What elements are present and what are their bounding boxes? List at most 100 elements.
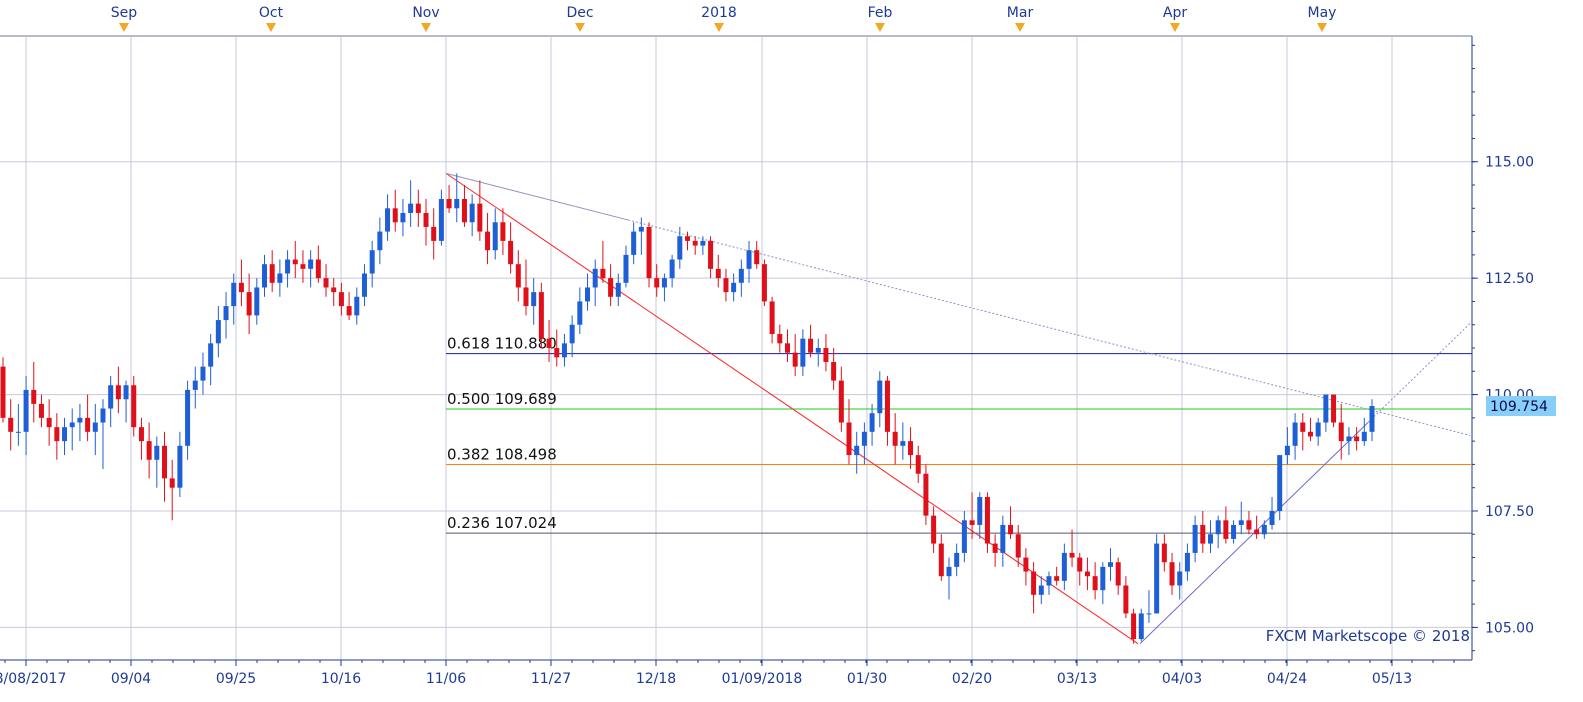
candle-body: [1300, 422, 1306, 432]
candle: [938, 534, 944, 581]
candle: [177, 431, 183, 498]
candle-body: [738, 268, 744, 283]
candle: [731, 273, 737, 302]
candle: [1054, 566, 1060, 586]
x-axis: 08/08/2017 09/04 09/25 10/16 11/06 11/27 12/18…: [0, 660, 1455, 687]
candle-body: [1000, 524, 1006, 553]
candle: [38, 394, 44, 428]
candle-body: [408, 203, 414, 213]
month-marker: [575, 23, 585, 32]
candle-body: [1177, 571, 1183, 586]
candle-body: [1008, 524, 1014, 535]
candle: [669, 254, 675, 288]
y-tick-label: 115.00: [1485, 155, 1534, 171]
candle-body: [100, 408, 106, 423]
candle-body: [615, 282, 621, 297]
candle: [515, 250, 521, 302]
candle-body: [1284, 445, 1290, 456]
candle: [1231, 520, 1237, 544]
fib-level-label: 0.500 109.689: [447, 390, 557, 408]
candle: [508, 222, 514, 274]
candle-body: [577, 301, 583, 325]
candle: [131, 375, 137, 437]
candle-body: [269, 264, 275, 283]
candle-body: [723, 278, 729, 293]
candle: [1046, 571, 1052, 595]
candle: [138, 417, 144, 460]
candle-body: [523, 287, 529, 307]
candle: [115, 366, 121, 414]
fib-swing-line: [445, 172, 1139, 645]
candle-body: [238, 282, 244, 293]
candle-body: [369, 250, 375, 274]
candle: [1123, 576, 1129, 619]
candle: [354, 287, 360, 325]
candle-body: [669, 259, 675, 279]
candle-body: [469, 203, 475, 223]
candle: [715, 254, 721, 288]
candle: [1354, 427, 1360, 451]
candle-body: [769, 301, 775, 335]
candle-body: [292, 259, 298, 265]
candle-body: [692, 240, 698, 246]
month-label: Nov: [412, 5, 439, 21]
candle: [246, 273, 252, 335]
candle: [784, 329, 790, 362]
candle: [492, 208, 498, 260]
candle: [1069, 529, 1075, 567]
candle-body: [1131, 613, 1137, 640]
candle-body: [1254, 529, 1260, 535]
x-tick-label: 09/25: [216, 671, 256, 687]
candle: [323, 264, 329, 297]
candle: [646, 222, 652, 288]
candle: [308, 250, 314, 288]
candle: [1261, 520, 1267, 539]
candle-body: [746, 250, 752, 269]
candle-body: [1184, 552, 1190, 572]
candle: [1077, 552, 1083, 586]
x-tick-label: 01/30: [847, 671, 887, 687]
x-tick-label: 09/04: [111, 671, 151, 687]
candle: [561, 334, 567, 367]
candle: [277, 259, 283, 297]
candle: [1338, 403, 1344, 460]
candle-body: [8, 417, 14, 432]
candle: [838, 366, 844, 432]
candle-body: [1307, 431, 1313, 437]
candle: [761, 259, 767, 307]
candle: [269, 250, 275, 293]
candle: [700, 236, 706, 255]
candle-body: [500, 222, 506, 241]
candle: [661, 273, 667, 302]
candle-body: [677, 236, 683, 260]
candle-body: [54, 427, 60, 442]
month-marker: [1170, 23, 1180, 32]
x-tick-label: 05/13: [1372, 671, 1412, 687]
candle: [869, 403, 875, 446]
candle-body: [438, 198, 444, 241]
x-tick-label: 03/13: [1057, 671, 1097, 687]
month-axis: Sep Oct Nov Dec 2018 Feb Mar Apr May: [111, 5, 1336, 32]
candle-body: [1354, 436, 1360, 442]
candle: [1300, 413, 1306, 451]
candle-body: [131, 385, 137, 428]
candle-body: [315, 259, 321, 279]
candle-body: [1054, 576, 1060, 581]
candle: [100, 399, 106, 470]
candle-body: [415, 203, 421, 213]
candle-body: [1207, 534, 1213, 544]
x-tick-label: 02/20: [952, 671, 992, 687]
candle: [146, 422, 152, 479]
candle-body: [623, 254, 629, 283]
candle: [285, 250, 291, 288]
candle: [1254, 515, 1260, 539]
candle-body: [631, 231, 637, 255]
candle: [977, 492, 983, 539]
candle-body: [638, 226, 644, 232]
candle: [0, 357, 6, 423]
candle: [1369, 399, 1375, 442]
candle-body: [208, 343, 214, 367]
candle-body: [946, 566, 952, 577]
candle-body: [1277, 455, 1283, 511]
month-label: Mar: [1007, 5, 1034, 21]
